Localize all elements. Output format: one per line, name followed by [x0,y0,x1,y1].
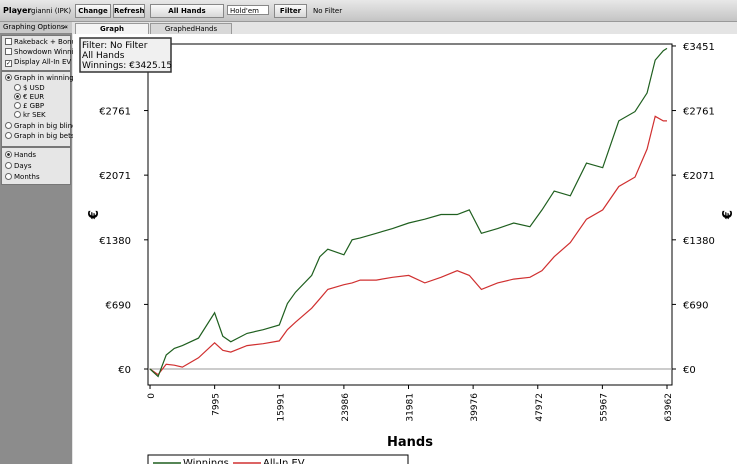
x-tick-label: 23986 [341,393,351,422]
radio-button[interactable]: Days [5,162,31,171]
radio-indicator [14,102,21,109]
y2-tick-label: €3451 [683,42,715,53]
legend-box [147,454,409,464]
toolbar: Player gianni (IPK) Change Refresh All H… [0,0,737,22]
y2-tick-label: €2071 [683,171,715,182]
game-select[interactable]: Hold'em [227,5,269,15]
x-tick-label: 31981 [406,393,416,422]
y-axis-label: € [87,210,102,220]
y2-tick-label: €690 [683,300,708,311]
annotation: Winnings: €3425.15 [82,61,172,71]
y-tick-label: €2761 [99,107,131,118]
radio-indicator [5,151,12,158]
refresh-button[interactable]: Refresh [113,4,145,18]
radio-indicator [5,122,12,129]
option-label: Rakeback + Bonuses [14,38,88,46]
filter-button[interactable]: Filter [274,4,307,18]
radio-button[interactable]: Graph in winnings [5,74,77,83]
sidebar-header: Graphing Options « [0,22,72,34]
check-indicator [5,48,12,55]
x-tick-label: 0 [147,393,157,399]
y-tick-label: €690 [106,300,131,311]
sidebar-title: Graphing Options [3,23,65,31]
y-tick-label: €2071 [99,171,131,182]
radio-indicator [5,173,12,180]
option-label: kr SEK [23,111,46,119]
check-indicator [5,38,12,45]
option-label: Days [14,162,32,170]
y-tick-label: €0 [118,365,131,376]
y2-tick-label: €1380 [683,236,715,247]
option-label: $ USD [23,84,45,92]
option-label: Months [14,173,40,181]
period-box: Hands Days Months [1,147,71,185]
option-label: Graph in big blinds [14,122,81,130]
radio-button[interactable]: Months [5,173,40,182]
player-label: Player [3,6,32,15]
x-tick-label: 63962 [664,393,674,422]
x-tick-label: 7995 [212,393,222,416]
options-box: Rakeback + Bonuses Showdown Winnings ✓ Disp… [1,35,88,71]
change-button[interactable]: Change [75,4,111,18]
y2-tick-label: €0 [683,365,696,376]
radio-indicator [14,111,21,118]
x-tick-label: 39976 [470,393,480,422]
option-label: € EUR [23,93,45,101]
series-line [149,115,667,376]
option-label: Graph in winnings [14,74,78,82]
chart-background [73,34,737,464]
legend-label: All-In EV [263,458,305,464]
series-line [149,47,668,378]
option-label: Graph in big bets [14,132,75,140]
radio-button[interactable]: Graph in big blinds [5,122,80,131]
radio-indicator [14,84,21,91]
option-label: Showdown Winnings [14,48,87,56]
x-tick-label: 55967 [599,393,609,422]
plot-frame [147,43,673,386]
x-axis-label: Hands [387,435,433,450]
radio-indicator [14,93,21,100]
option-label: £ GBP [23,102,45,110]
checkbox[interactable]: Showdown Winnings [5,48,86,57]
collapse-button[interactable]: « [63,23,68,31]
option-label: Hands [14,151,37,159]
x-tick-label: 15991 [276,393,286,422]
annotation: Filter: No Filter [82,41,148,51]
chart: €0 €0 €690 €690 €1380 €1380 €2071 €2071 €2761 €27… [73,34,737,464]
y2-axis-label: € [721,210,736,220]
y-tick-label: €1380 [99,236,131,247]
checkbox[interactable]: Rakeback + Bonuses [5,38,88,47]
radio-button[interactable]: £ GBP [14,102,44,111]
tab[interactable]: Graph [75,23,149,34]
hands-button[interactable]: All Hands [150,4,224,18]
player-name: gianni (IPK) [31,7,72,15]
x-tick-label: 47972 [535,393,545,422]
option-label: Display All-In EV [14,58,72,66]
check-indicator: ✓ [5,60,12,67]
radio-button[interactable]: Hands [5,151,36,160]
radio-indicator [5,74,12,81]
radio-indicator [5,132,12,139]
mode-box: Graph in winnings $ USD € EUR £ GBP kr SEK Gr… [1,71,80,147]
radio-button[interactable]: € EUR [14,93,44,102]
radio-button[interactable]: $ USD [14,84,45,93]
checkbox[interactable]: ✓ Display All-In EV [5,58,71,67]
radio-indicator [5,162,12,169]
y2-tick-label: €2761 [683,107,715,118]
filter-status: No Filter [313,7,343,15]
radio-button[interactable]: kr SEK [14,111,46,120]
tab[interactable]: GraphedHands [150,23,232,34]
annotation-box [79,37,172,73]
radio-button[interactable]: Graph in big bets [5,132,75,141]
annotation: All Hands [82,51,125,61]
sidebar: Graphing Options « Rakeback + Bonuses Sho… [0,22,88,464]
legend-label: Winnings [183,458,229,464]
